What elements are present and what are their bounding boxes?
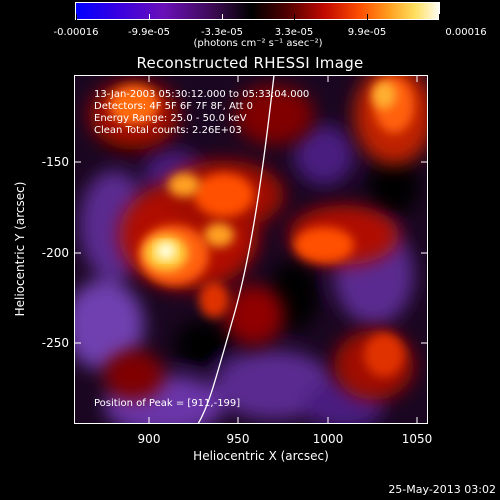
- solar-limb-line: [197, 75, 275, 424]
- annotation-counts: Clean Total counts: 2.26E+03: [94, 125, 242, 136]
- colorbar: [75, 2, 440, 20]
- rhessi-image: [74, 75, 428, 424]
- x-tick-label: 950: [226, 432, 250, 446]
- annotation-energy: Energy Range: 25.0 - 50.0 keV: [94, 113, 247, 124]
- colorbar-tick: [439, 14, 440, 20]
- plot-title: Reconstructed RHESSI Image: [136, 54, 364, 72]
- y-tick-label: -250: [41, 336, 69, 350]
- x-tick-label: 1050: [401, 432, 433, 446]
- colorbar-units: (photons cm⁻² s⁻¹ asec⁻²): [193, 38, 323, 49]
- annotation-time-range: 13-Jan-2003 05:30:12.000 to 05:33:04.000: [94, 89, 310, 100]
- colorbar-tick: [367, 14, 368, 20]
- colorbar-tick-label: 3.3e-05: [274, 27, 314, 38]
- colorbar-tick-label: 0.00016: [445, 27, 487, 38]
- colorbar-tick-label: -3.3e-05: [201, 27, 243, 38]
- x-tick-label: 1000: [312, 432, 344, 446]
- x-axis-title: Heliocentric X (arcsec): [193, 449, 329, 463]
- y-tick-label: -200: [41, 246, 69, 260]
- colorbar-tick: [222, 14, 223, 20]
- colorbar-tick-label: -9.9e-05: [128, 27, 170, 38]
- annotation-peak: Position of Peak = [911,-199]: [94, 398, 241, 409]
- colorbar-gradient: [76, 3, 439, 19]
- annotation-detectors: Detectors: 4F 5F 6F 7F 8F, Att 0: [94, 101, 254, 112]
- colorbar-tick-label: 9.9e-05: [347, 27, 387, 38]
- colorbar-tick: [294, 14, 295, 20]
- colorbar-tick-label: -0.00016: [53, 27, 99, 38]
- rhessi-image-map: [74, 75, 428, 424]
- colorbar-tick: [149, 14, 150, 20]
- date-stamp: 25-May-2013 03:02: [388, 483, 496, 496]
- x-tick-label: 900: [137, 432, 161, 446]
- y-axis-title: Heliocentric Y (arcsec): [13, 181, 27, 317]
- y-tick-label: -150: [41, 155, 69, 169]
- colorbar-tick: [76, 14, 77, 20]
